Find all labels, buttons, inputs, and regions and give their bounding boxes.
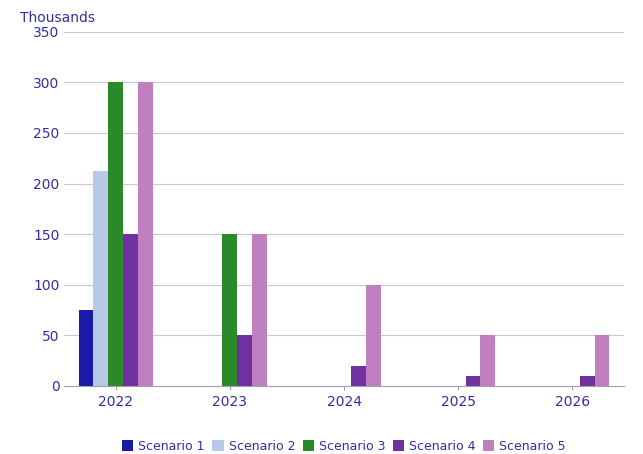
Bar <box>123 234 138 386</box>
Bar <box>595 336 610 386</box>
Bar <box>580 376 595 386</box>
Bar <box>222 234 237 386</box>
Bar <box>237 336 252 386</box>
Bar <box>138 82 153 386</box>
Text: Thousands: Thousands <box>19 11 95 25</box>
Bar <box>466 376 480 386</box>
Bar <box>93 172 108 386</box>
Bar <box>480 336 495 386</box>
Bar <box>108 82 123 386</box>
Bar <box>352 365 367 386</box>
Bar <box>367 285 381 386</box>
Bar <box>252 234 267 386</box>
Legend: Scenario 1, Scenario 2, Scenario 3, Scenario 4, Scenario 5: Scenario 1, Scenario 2, Scenario 3, Scen… <box>117 434 571 454</box>
Bar <box>78 310 93 386</box>
